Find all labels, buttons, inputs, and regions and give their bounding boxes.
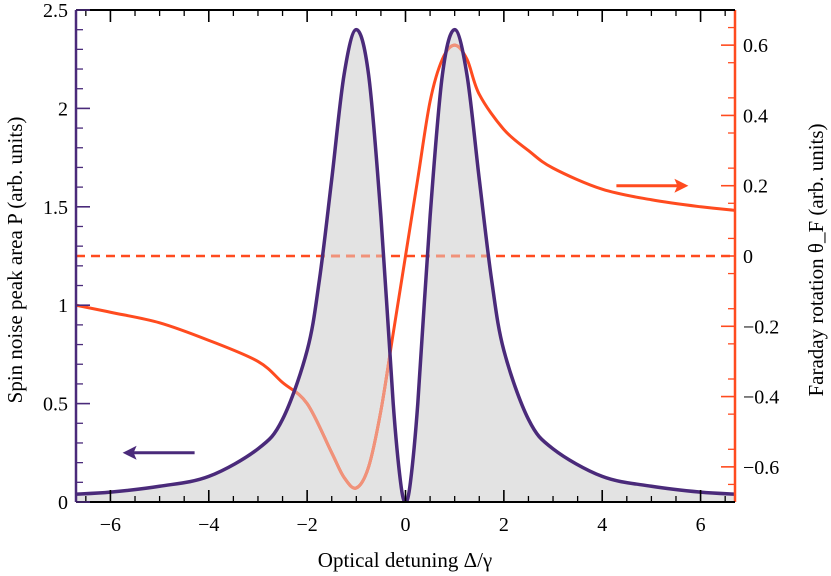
left-y-tick-label: 2.5 <box>43 0 68 22</box>
x-tick-label: 6 <box>696 514 706 536</box>
right-y-tick-label: −0.4 <box>743 387 779 409</box>
tick-labels: −6 −4 −2 0 2 4 6 0 0.5 1 1.5 2 2.5 −0.6 −0.4 −0.2 0 0.2 0.… <box>43 0 779 536</box>
x-tick-label: 4 <box>597 514 607 536</box>
right-y-tick-label: 0.4 <box>743 105 768 127</box>
axes <box>74 9 737 503</box>
left-axis-arrow-head <box>122 445 137 460</box>
x-tick-label: 0 <box>401 514 411 536</box>
plot-area <box>76 27 735 502</box>
faraday-rotation-line-overlap <box>76 43 735 490</box>
x-tick-label: 2 <box>499 514 509 536</box>
left-y-tick-label: 0.5 <box>43 394 68 416</box>
left-y-tick-label: 0 <box>58 492 68 514</box>
right-y-tick-label: 0.6 <box>743 35 768 57</box>
right-axis-arrow-head <box>674 178 689 193</box>
x-tick-label: −2 <box>297 514 318 536</box>
left-y-tick-label: 1.5 <box>43 197 68 219</box>
x-tick-label: −4 <box>198 514 219 536</box>
x-tick-label: −6 <box>100 514 121 536</box>
right-y-tick-label: −0.6 <box>743 457 779 479</box>
peak-area-fill <box>76 29 735 502</box>
y-axis-right-title: Faraday rotation θ_F (arb. units) <box>804 123 828 396</box>
spin-noise-peak-line <box>76 27 735 502</box>
faraday-rotation-line <box>76 43 735 490</box>
left-y-tick-label: 1 <box>58 295 68 317</box>
right-y-tick-label: 0.2 <box>743 176 768 198</box>
right-y-tick-label: 0 <box>743 246 753 268</box>
y-axis-left-title: Spin noise peak area P (arb. units) <box>3 117 27 404</box>
left-y-tick-label: 2 <box>58 98 68 120</box>
right-y-tick-label: −0.2 <box>743 316 779 338</box>
x-axis-title: Optical detuning Δ/γ <box>318 548 492 572</box>
